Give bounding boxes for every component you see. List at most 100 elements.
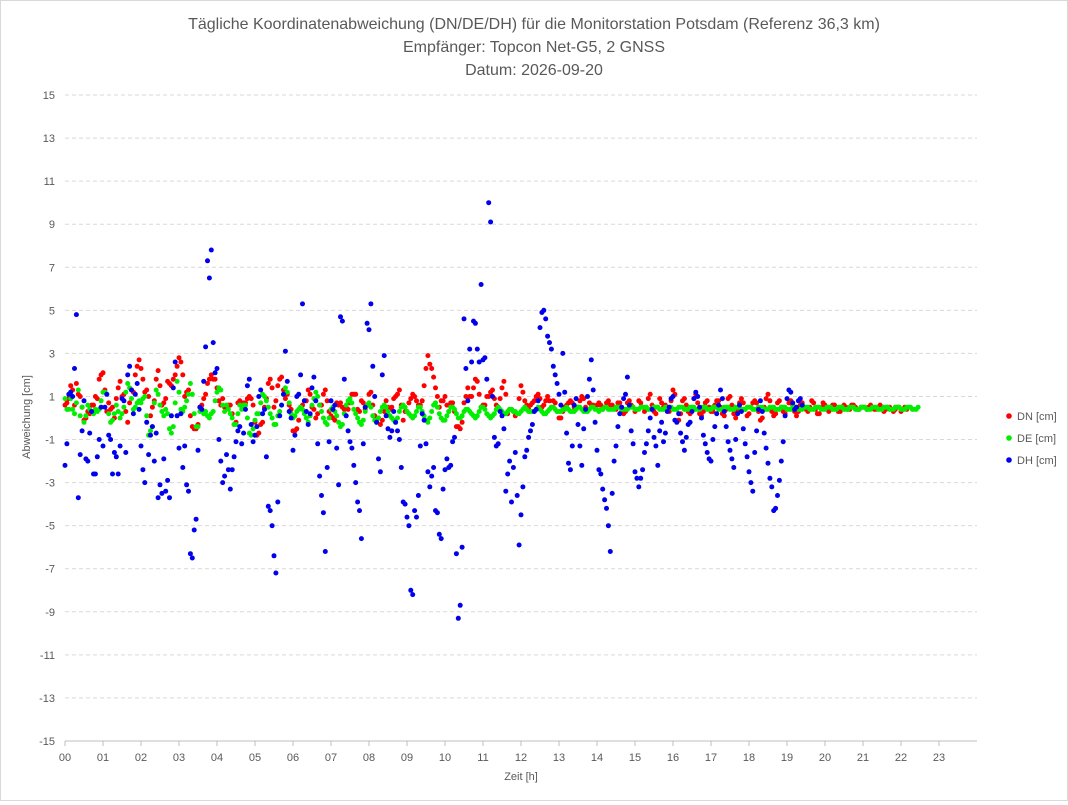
data-point bbox=[700, 409, 706, 414]
data-point bbox=[262, 406, 267, 412]
data-point bbox=[161, 413, 167, 419]
data-point bbox=[201, 396, 207, 402]
data-point bbox=[136, 406, 142, 412]
data-point bbox=[286, 409, 292, 414]
data-point bbox=[731, 465, 737, 470]
data-point bbox=[263, 454, 269, 460]
data-point bbox=[260, 411, 266, 417]
data-point bbox=[265, 404, 271, 410]
data-point bbox=[195, 424, 201, 430]
data-point bbox=[645, 396, 651, 402]
data-point bbox=[279, 374, 285, 380]
data-point bbox=[718, 387, 723, 393]
data-point bbox=[127, 363, 133, 369]
data-point bbox=[490, 387, 495, 393]
data-point bbox=[320, 415, 326, 421]
y-tick-label: -15 bbox=[39, 736, 55, 748]
data-point bbox=[678, 430, 684, 436]
data-point bbox=[653, 411, 659, 417]
data-point bbox=[427, 361, 433, 367]
data-point bbox=[237, 424, 243, 430]
data-point bbox=[142, 394, 148, 399]
data-point bbox=[153, 376, 159, 382]
data-point bbox=[77, 452, 83, 458]
data-point bbox=[227, 402, 233, 408]
data-point bbox=[651, 434, 657, 440]
data-point bbox=[178, 411, 184, 417]
data-point bbox=[311, 406, 317, 412]
data-point bbox=[305, 422, 311, 427]
data-point bbox=[501, 426, 507, 432]
data-point bbox=[309, 385, 315, 391]
data-point bbox=[248, 422, 254, 427]
y-tick-label: 3 bbox=[49, 348, 55, 360]
data-point bbox=[626, 402, 632, 408]
data-point bbox=[263, 398, 269, 404]
data-point bbox=[794, 413, 799, 419]
data-point bbox=[579, 462, 585, 468]
data-point bbox=[389, 428, 395, 434]
data-point bbox=[256, 411, 262, 417]
data-point bbox=[816, 411, 822, 417]
data-point bbox=[484, 376, 490, 382]
data-point bbox=[737, 402, 742, 408]
data-point bbox=[149, 404, 155, 410]
data-point bbox=[526, 434, 532, 440]
data-point bbox=[476, 359, 482, 365]
data-point bbox=[434, 394, 440, 399]
data-point bbox=[395, 428, 400, 434]
data-point bbox=[613, 443, 619, 449]
data-point bbox=[383, 404, 389, 410]
x-tick-label: 21 bbox=[857, 752, 869, 764]
data-point bbox=[343, 402, 349, 408]
data-point bbox=[210, 340, 216, 346]
x-tick-label: 18 bbox=[743, 752, 755, 764]
data-point bbox=[721, 409, 727, 414]
data-point bbox=[246, 376, 252, 382]
data-point bbox=[776, 477, 782, 483]
data-point bbox=[368, 404, 374, 410]
data-point bbox=[794, 404, 799, 410]
y-tick-label: 5 bbox=[49, 305, 55, 317]
data-point bbox=[269, 385, 275, 391]
y-tick-label: -7 bbox=[45, 564, 55, 576]
data-point bbox=[292, 432, 298, 438]
data-point bbox=[244, 383, 250, 389]
data-point bbox=[319, 493, 324, 498]
data-point bbox=[761, 430, 767, 436]
data-point bbox=[499, 413, 505, 419]
data-point bbox=[446, 409, 452, 414]
data-point bbox=[189, 391, 195, 397]
x-tick-label: 03 bbox=[173, 752, 185, 764]
data-point bbox=[476, 391, 482, 397]
data-point bbox=[317, 402, 323, 408]
data-point bbox=[148, 428, 153, 434]
data-point bbox=[104, 391, 110, 397]
data-point bbox=[404, 514, 410, 520]
data-point bbox=[436, 411, 442, 417]
data-point bbox=[472, 320, 478, 326]
data-point bbox=[298, 372, 304, 378]
data-point bbox=[332, 417, 338, 423]
data-point bbox=[533, 406, 539, 412]
data-point bbox=[712, 424, 718, 430]
data-point bbox=[729, 402, 735, 408]
data-point bbox=[452, 406, 457, 412]
data-point bbox=[776, 398, 782, 404]
data-point bbox=[415, 493, 421, 498]
data-point bbox=[377, 469, 383, 475]
data-point bbox=[351, 462, 357, 468]
data-point bbox=[281, 391, 286, 397]
data-point bbox=[77, 413, 83, 419]
data-point bbox=[79, 428, 85, 434]
data-point bbox=[110, 404, 115, 410]
data-point bbox=[583, 406, 589, 412]
x-tick-label: 08 bbox=[363, 752, 375, 764]
data-point bbox=[184, 398, 190, 404]
data-point bbox=[733, 415, 739, 421]
y-tick-label: -1 bbox=[45, 435, 55, 447]
data-point bbox=[465, 398, 471, 404]
data-point bbox=[140, 376, 146, 382]
data-point bbox=[556, 391, 562, 397]
